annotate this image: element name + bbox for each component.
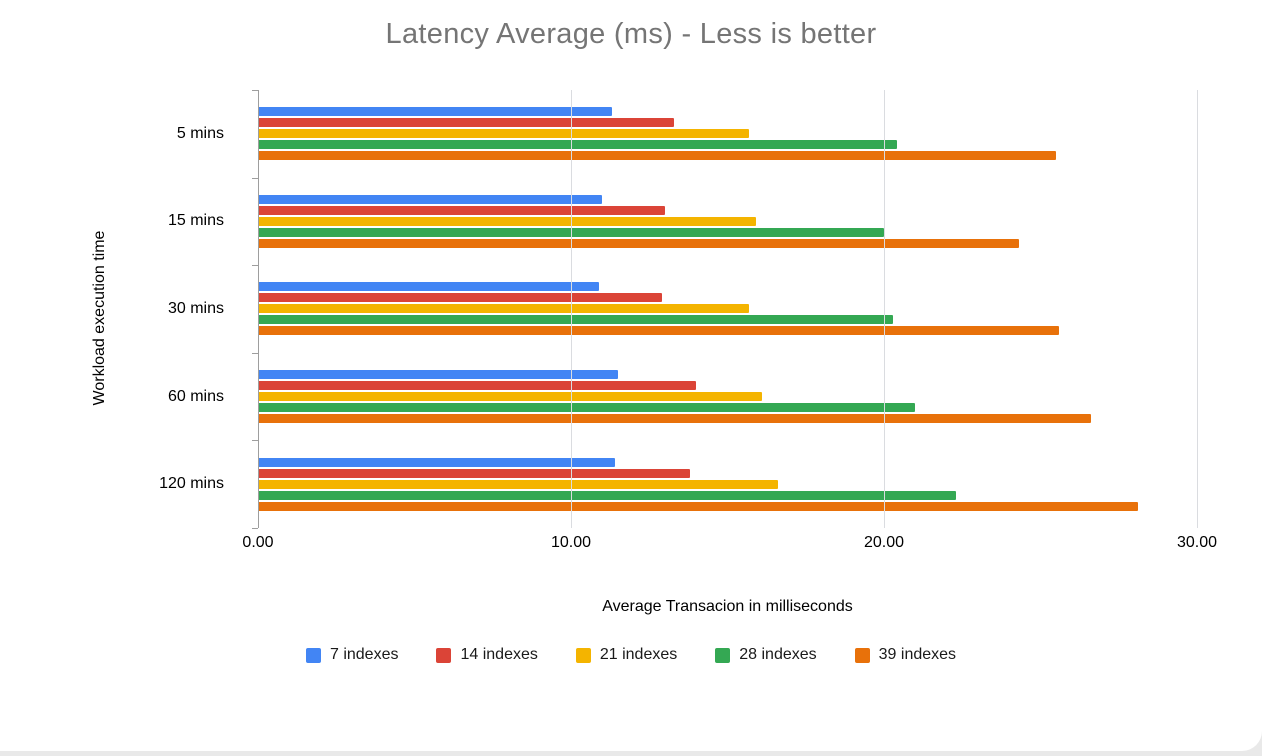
bar-7-indexes-120-mins	[258, 457, 615, 467]
bar-21-indexes-30-mins	[258, 304, 750, 314]
bar-39-indexes-120-mins	[258, 501, 1138, 511]
legend-label: 21 indexes	[599, 646, 678, 663]
bar-14-indexes-30-mins	[258, 293, 662, 303]
gridline-10	[570, 90, 572, 528]
legend-label: 28 indexes	[739, 646, 817, 663]
x-tick-label-20: 20.00	[863, 534, 905, 551]
bar-39-indexes-60-mins	[258, 414, 1091, 424]
x-tick-label-0: 0.00	[242, 534, 274, 551]
y-axis-tick-mark	[252, 90, 258, 91]
legend-swatch-icon	[436, 647, 452, 663]
plot-area	[252, 90, 1198, 529]
bar-7-indexes-30-mins	[258, 282, 600, 292]
bar-14-indexes-120-mins	[258, 468, 690, 478]
legend-item-21-indexes: 21 indexes	[575, 646, 678, 664]
bar-group-120-mins	[258, 440, 1197, 528]
y-axis-tick-mark	[252, 177, 258, 179]
bar-group-30-mins	[258, 265, 1197, 353]
bar-group-15-mins	[258, 178, 1197, 266]
legend-item-7-indexes: 7 indexes	[305, 646, 399, 664]
bar-39-indexes-15-mins	[258, 238, 1019, 248]
bar-14-indexes-15-mins	[258, 205, 665, 215]
bar-39-indexes-5-mins	[258, 151, 1057, 161]
legend-label: 39 indexes	[878, 646, 957, 663]
bar-7-indexes-15-mins	[258, 194, 603, 204]
legend-label: 14 indexes	[460, 646, 538, 663]
x-axis-tick-labels: 0.00 10.00 20.00 30.00	[242, 534, 1217, 556]
category-label-15-mins: 15 mins	[167, 212, 224, 230]
x-axis-label: Average Transacion in milliseconds	[602, 598, 853, 615]
bar-21-indexes-120-mins	[258, 479, 778, 489]
category-label-60-mins: 60 mins	[167, 387, 224, 405]
legend-swatch-icon	[305, 647, 321, 663]
gridline-20	[883, 90, 885, 528]
y-axis-tick-mark	[252, 352, 258, 354]
bar-28-indexes-120-mins	[258, 490, 956, 500]
legend-item-14-indexes: 14 indexes	[436, 646, 538, 664]
legend-item-28-indexes: 28 indexes	[715, 646, 817, 664]
bar-39-indexes-30-mins	[258, 326, 1060, 336]
legend-swatch-icon	[854, 647, 870, 663]
y-axis-tick-mark	[252, 440, 258, 442]
y-axis-tick-labels: 5 mins 15 mins 30 mins 60 mins 120 mins	[0, 90, 240, 528]
bar-21-indexes-60-mins	[258, 392, 762, 402]
y-axis-line	[258, 90, 259, 528]
y-axis-tick-mark	[252, 528, 258, 529]
chart-title: Latency Average (ms) - Less is better	[385, 18, 877, 50]
legend: 7 indexes 14 indexes 21 indexes 28 indexes 3…	[0, 646, 1262, 664]
gridline-30	[1197, 90, 1198, 528]
bar-21-indexes-5-mins	[258, 129, 750, 139]
bar-group-60-mins	[258, 353, 1197, 441]
bar-14-indexes-5-mins	[258, 118, 675, 128]
bar-28-indexes-30-mins	[258, 315, 894, 325]
legend-swatch-icon	[575, 647, 591, 663]
bar-group-5-mins	[258, 90, 1197, 178]
bar-28-indexes-5-mins	[258, 140, 897, 150]
category-label-30-mins: 30 mins	[167, 299, 224, 317]
bar-7-indexes-60-mins	[258, 370, 618, 380]
x-tick-label-30: 30.00	[1176, 534, 1218, 551]
y-axis-tick-mark	[252, 265, 258, 267]
bar-28-indexes-60-mins	[258, 403, 916, 413]
category-label-120-mins: 120 mins	[159, 475, 224, 493]
x-tick-label-10: 10.00	[550, 534, 592, 551]
bar-14-indexes-60-mins	[258, 381, 697, 391]
legend-item-39-indexes: 39 indexes	[854, 646, 957, 664]
bar-groups	[258, 90, 1197, 528]
legend-label: 7 indexes	[329, 646, 399, 663]
category-label-5-mins: 5 mins	[176, 124, 224, 142]
bar-21-indexes-15-mins	[258, 216, 756, 226]
legend-swatch-icon	[715, 647, 731, 663]
bar-7-indexes-5-mins	[258, 107, 612, 117]
